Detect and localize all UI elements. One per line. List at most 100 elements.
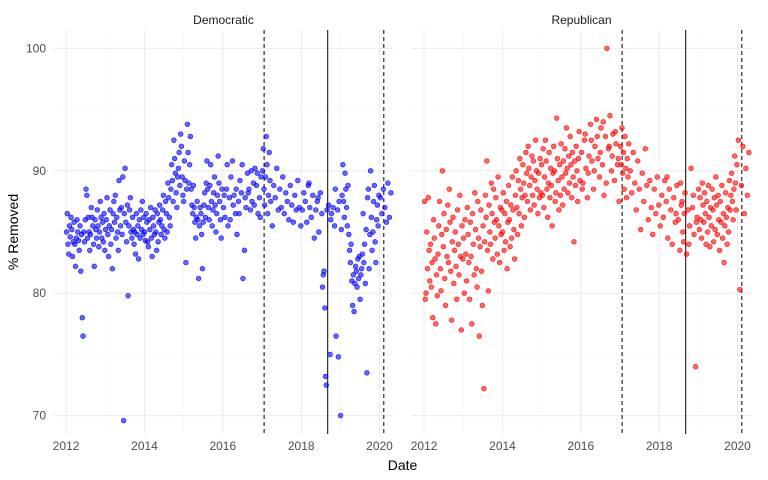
- data-point: [581, 137, 588, 143]
- data-point: [504, 266, 510, 272]
- data-point: [467, 219, 474, 225]
- data-point: [69, 253, 76, 260]
- data-point: [362, 280, 369, 287]
- data-point: [196, 223, 203, 229]
- data-point: [236, 210, 242, 217]
- data-point: [316, 229, 322, 235]
- data-point: [546, 149, 552, 156]
- data-point: [720, 210, 727, 217]
- data-point: [432, 256, 438, 262]
- data-point: [116, 177, 122, 184]
- data-point: [569, 149, 576, 156]
- data-point: [592, 143, 598, 150]
- data-point: [689, 204, 696, 211]
- data-point: [588, 137, 594, 143]
- data-point: [543, 158, 549, 164]
- data-point: [244, 170, 251, 176]
- data-point: [583, 165, 589, 172]
- data-point: [242, 195, 248, 201]
- data-point: [74, 217, 80, 223]
- data-point: [66, 251, 72, 257]
- data-point: [127, 195, 134, 201]
- data-point: [368, 214, 375, 221]
- data-point: [508, 235, 515, 241]
- data-point: [495, 174, 501, 180]
- data-point: [728, 170, 735, 176]
- data-point: [192, 235, 199, 241]
- data-point: [345, 182, 351, 189]
- data-point: [706, 214, 712, 221]
- data-point: [221, 192, 227, 198]
- data-point: [131, 241, 137, 247]
- data-point: [435, 251, 441, 257]
- data-point: [75, 229, 81, 235]
- data-point: [126, 223, 132, 229]
- data-point: [727, 207, 733, 213]
- data-point: [459, 223, 465, 229]
- data-point: [439, 231, 445, 238]
- data-point: [277, 186, 283, 192]
- data-point: [478, 268, 485, 274]
- data-point: [178, 143, 185, 150]
- data-point: [306, 180, 312, 186]
- data-point: [373, 217, 380, 223]
- data-point: [702, 210, 709, 217]
- data-point: [505, 182, 512, 189]
- data-point: [442, 302, 449, 309]
- y-tick-label: 100: [26, 41, 46, 55]
- data-point: [559, 174, 565, 180]
- data-point: [660, 214, 666, 221]
- data-point: [466, 296, 473, 303]
- data-point: [693, 219, 700, 225]
- data-point: [421, 198, 428, 205]
- data-point: [584, 195, 591, 201]
- data-point: [571, 239, 577, 245]
- data-point: [207, 182, 213, 189]
- data-point: [682, 190, 688, 196]
- data-point: [228, 174, 234, 180]
- data-point: [81, 239, 88, 245]
- data-point: [686, 241, 692, 247]
- y-axis: 70 80 90 100: [26, 41, 46, 422]
- data-point: [110, 210, 116, 217]
- data-point: [92, 217, 98, 223]
- data-point: [87, 247, 93, 254]
- data-point: [675, 217, 682, 223]
- data-point: [129, 235, 135, 241]
- data-point: [620, 170, 626, 176]
- data-point: [77, 223, 83, 229]
- data-point: [159, 207, 166, 213]
- data-point: [105, 253, 112, 260]
- data-point: [600, 119, 606, 125]
- data-point: [683, 251, 690, 257]
- data-point: [598, 125, 604, 131]
- data-point: [722, 223, 728, 229]
- data-point: [120, 417, 127, 424]
- x-tick-label: 2016: [567, 439, 594, 453]
- data-point: [463, 278, 470, 284]
- data-point: [328, 210, 335, 217]
- data-point: [386, 214, 393, 221]
- data-point: [272, 195, 278, 201]
- data-point: [220, 204, 227, 211]
- data-point: [636, 186, 642, 192]
- data-point: [222, 214, 228, 221]
- data-point: [102, 247, 108, 254]
- data-point: [611, 177, 618, 184]
- data-point: [257, 214, 263, 221]
- data-point: [479, 302, 486, 309]
- data-point: [567, 133, 573, 140]
- data-point: [271, 182, 277, 189]
- data-point: [541, 174, 548, 180]
- data-point: [613, 141, 619, 147]
- data-point: [553, 190, 559, 196]
- data-point: [701, 219, 707, 225]
- data-point: [481, 386, 487, 392]
- data-point: [578, 149, 585, 156]
- data-point: [278, 204, 284, 211]
- data-point: [579, 186, 585, 192]
- data-point: [595, 155, 601, 162]
- data-point: [174, 204, 180, 211]
- data-point: [361, 259, 367, 266]
- data-point: [674, 182, 680, 189]
